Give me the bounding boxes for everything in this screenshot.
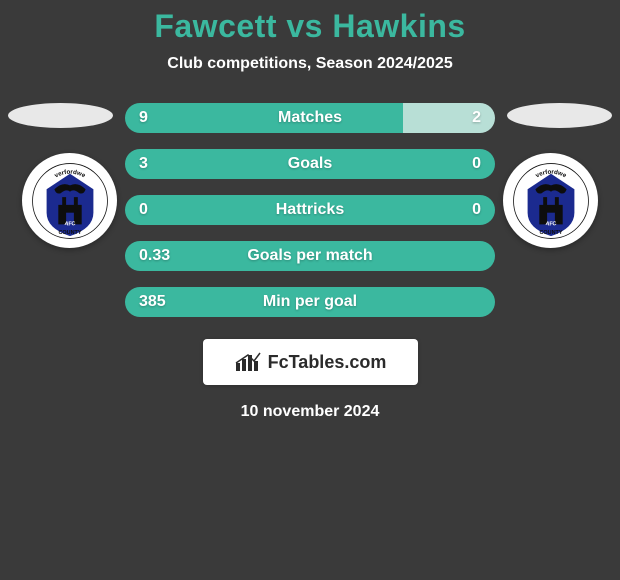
subtitle: Club competitions, Season 2024/2025 xyxy=(0,55,620,73)
stat-value-left: 0 xyxy=(139,201,148,219)
club-crest-right: verfordwe COUNTY AFC xyxy=(503,153,598,248)
svg-text:AFC: AFC xyxy=(64,220,76,227)
stat-value-left: 0.33 xyxy=(139,247,170,265)
stat-bar: 0.33Goals per match xyxy=(125,241,495,271)
bar-chart-icon xyxy=(234,351,262,373)
footer-date: 10 november 2024 xyxy=(0,403,620,421)
branding-text: FcTables.com xyxy=(268,352,387,373)
page-title: Fawcett vs Hawkins xyxy=(0,8,620,45)
player-oval-left xyxy=(8,103,113,128)
svg-text:AFC: AFC xyxy=(545,220,557,227)
bar-segment-left xyxy=(125,195,495,225)
stat-bar: 30Goals xyxy=(125,149,495,179)
stat-bar: 92Matches xyxy=(125,103,495,133)
svg-text:COUNTY: COUNTY xyxy=(539,229,562,235)
bar-segment-left xyxy=(125,287,495,317)
stats-area: verfordwe COUNTY AFC verfordwe COUNTY AF… xyxy=(0,103,620,421)
crest-icon: verfordwe COUNTY AFC xyxy=(512,162,590,240)
stat-value-left: 385 xyxy=(139,293,166,311)
stat-bar: 385Min per goal xyxy=(125,287,495,317)
stat-value-left: 9 xyxy=(139,109,148,127)
svg-text:COUNTY: COUNTY xyxy=(58,229,81,235)
bar-segment-left xyxy=(125,103,403,133)
bar-segment-right xyxy=(403,103,496,133)
stat-bar: 00Hattricks xyxy=(125,195,495,225)
bar-segment-left xyxy=(125,241,495,271)
bar-segment-left xyxy=(125,149,495,179)
stat-value-right: 0 xyxy=(472,201,481,219)
stat-value-right: 0 xyxy=(472,155,481,173)
stat-value-right: 2 xyxy=(472,109,481,127)
club-crest-left: verfordwe COUNTY AFC xyxy=(22,153,117,248)
crest-icon: verfordwe COUNTY AFC xyxy=(31,162,109,240)
branding-badge: FcTables.com xyxy=(203,339,418,385)
stat-value-left: 3 xyxy=(139,155,148,173)
stat-bars: 92Matches30Goals00Hattricks0.33Goals per… xyxy=(125,103,495,317)
player-oval-right xyxy=(507,103,612,128)
